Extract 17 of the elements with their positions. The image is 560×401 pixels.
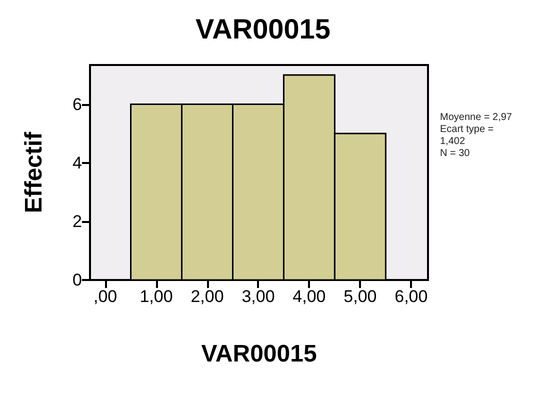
x-tick-label: 2,00 — [190, 287, 224, 306]
y-axis-title: Effectif — [20, 130, 48, 214]
text: Moyenne = 2,97 — [440, 112, 513, 124]
x-axis-title: VAR00015 — [201, 340, 317, 368]
x-tick-label: 1,00 — [140, 287, 173, 306]
x-tick-label: 3,00 — [242, 287, 275, 306]
x-tick-label: 5,00 — [344, 287, 377, 306]
x-tick-label: ,00 — [93, 287, 118, 306]
y-tick-label: 2 — [72, 212, 82, 231]
text: Ecart type = 1,402 — [440, 124, 495, 148]
y-tick-label: 6 — [72, 94, 82, 114]
y-tick-label: 0 — [72, 270, 82, 290]
x-tick-label: 6,00 — [394, 287, 428, 306]
y-tick-label: 4 — [72, 153, 82, 172]
x-tick-label: 4,00 — [292, 287, 326, 306]
text: N = 30 — [440, 148, 471, 160]
chart-title: VAR00015 — [196, 14, 330, 44]
